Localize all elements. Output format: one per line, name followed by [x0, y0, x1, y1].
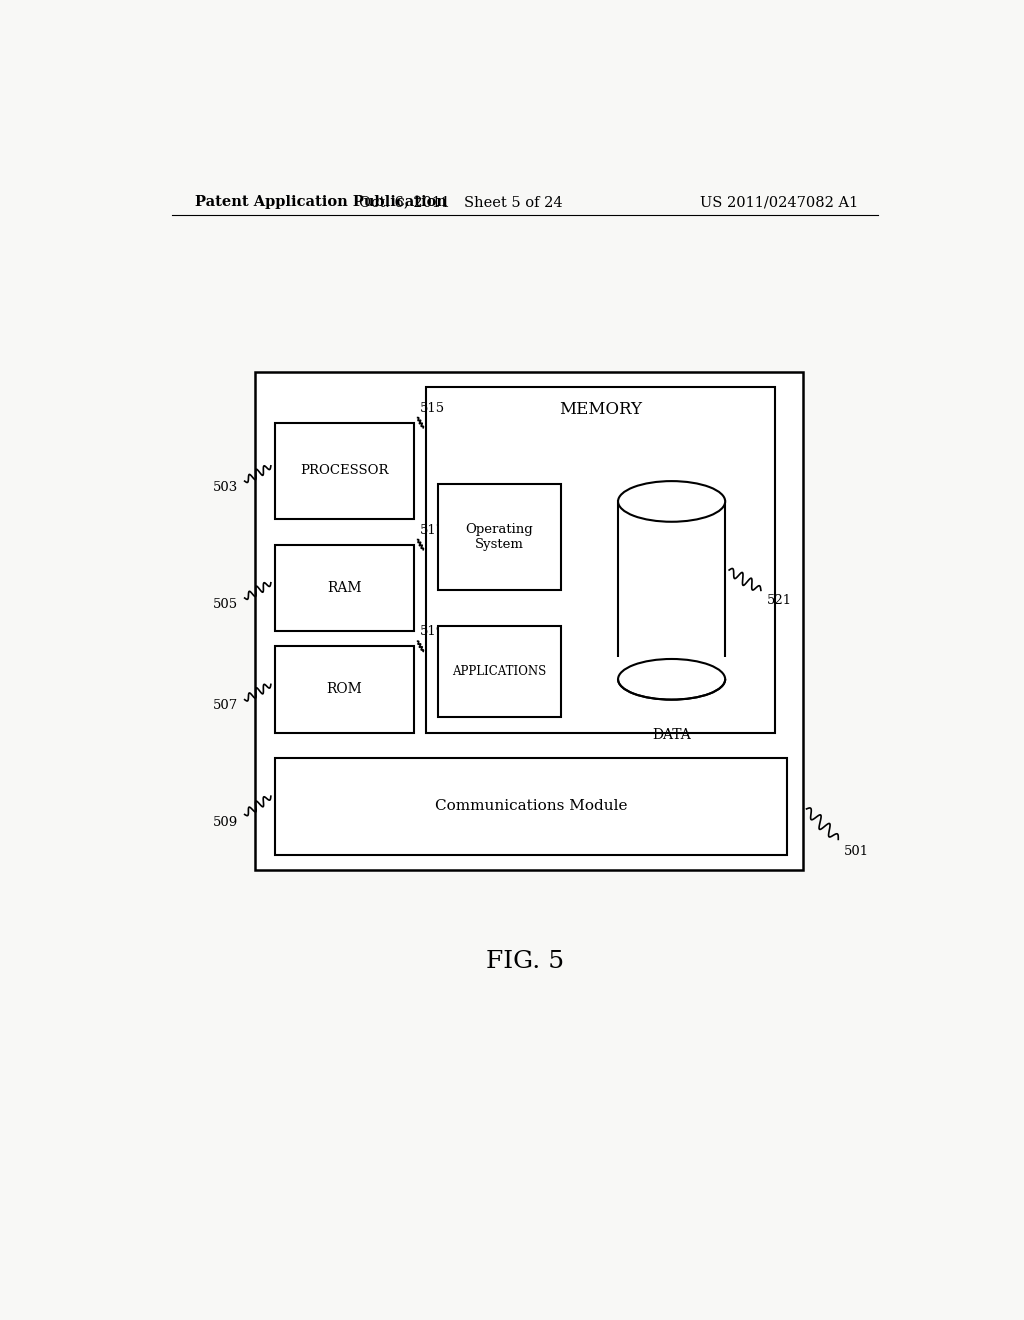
- FancyBboxPatch shape: [274, 545, 414, 631]
- FancyBboxPatch shape: [274, 758, 786, 854]
- Text: Patent Application Publication: Patent Application Publication: [196, 195, 447, 209]
- FancyBboxPatch shape: [616, 657, 727, 680]
- FancyBboxPatch shape: [618, 502, 725, 680]
- Text: 501: 501: [844, 845, 869, 858]
- Text: MEMORY: MEMORY: [559, 401, 642, 418]
- Text: 519: 519: [420, 626, 445, 638]
- Text: RAM: RAM: [327, 581, 361, 595]
- Text: 505: 505: [213, 598, 239, 611]
- FancyBboxPatch shape: [437, 483, 560, 590]
- Text: APPLICATIONS: APPLICATIONS: [452, 665, 546, 678]
- Text: 507: 507: [213, 700, 239, 713]
- Ellipse shape: [618, 659, 725, 700]
- Text: 521: 521: [766, 594, 792, 607]
- FancyBboxPatch shape: [255, 372, 803, 870]
- FancyBboxPatch shape: [274, 647, 414, 733]
- Text: ROM: ROM: [327, 682, 362, 697]
- Text: FIG. 5: FIG. 5: [485, 950, 564, 973]
- FancyBboxPatch shape: [437, 626, 560, 718]
- Text: 509: 509: [213, 816, 239, 829]
- Text: 503: 503: [213, 480, 239, 494]
- FancyBboxPatch shape: [274, 422, 414, 519]
- Text: Oct. 6, 2011   Sheet 5 of 24: Oct. 6, 2011 Sheet 5 of 24: [359, 195, 563, 209]
- Text: Communications Module: Communications Module: [434, 800, 627, 813]
- Text: Operating
System: Operating System: [465, 523, 532, 550]
- Text: 517: 517: [420, 524, 445, 536]
- Text: DATA: DATA: [652, 729, 691, 742]
- Text: PROCESSOR: PROCESSOR: [300, 465, 388, 478]
- Ellipse shape: [618, 480, 725, 521]
- FancyBboxPatch shape: [426, 387, 775, 733]
- Text: 515: 515: [420, 401, 445, 414]
- Text: US 2011/0247082 A1: US 2011/0247082 A1: [699, 195, 858, 209]
